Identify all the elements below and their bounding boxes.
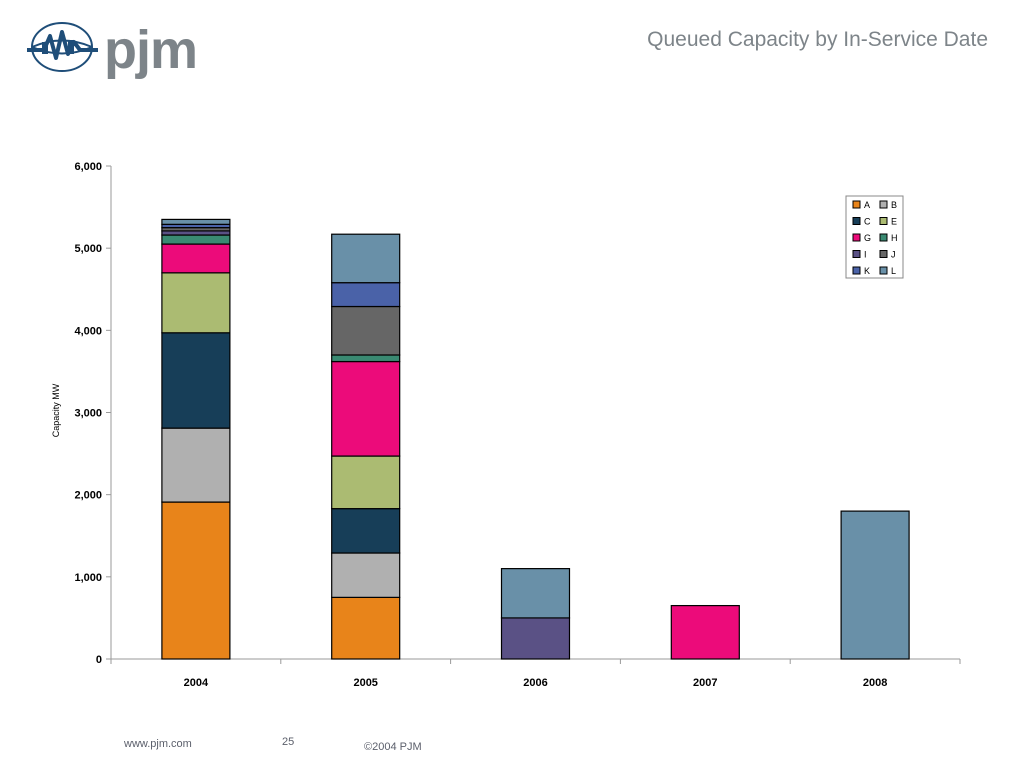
- bar-segment-L-2004: [161, 218, 231, 225]
- x-tick-label: 2006: [523, 677, 547, 689]
- y-tick-label: 4,000: [74, 325, 102, 337]
- y-tick-label: 6,000: [74, 161, 102, 173]
- bar-segment-H-2005: [331, 354, 401, 363]
- bar-segment-L-2005: [331, 233, 401, 284]
- legend-label-B: B: [891, 200, 897, 210]
- bar-segment-I-2006: [500, 617, 571, 660]
- legend-swatch-H: [879, 233, 888, 242]
- legend-swatch-K: [852, 266, 861, 275]
- legend-swatch-E: [879, 217, 888, 225]
- x-tick-label: 2005: [353, 677, 377, 689]
- bar-segment-B-2004: [161, 427, 231, 503]
- x-tick-label: 2004: [184, 677, 209, 689]
- bar-segment-J-2005: [331, 305, 401, 356]
- legend-label-L: L: [891, 266, 896, 276]
- stacked-bar-chart: 0 1,000 2,000 3,000 4,000 5,000 6,000 Capacity …: [51, 161, 961, 689]
- legend-swatch-B: [879, 200, 888, 209]
- legend-swatch-J: [879, 250, 888, 258]
- bar-segment-G-2005: [331, 360, 401, 457]
- chart-bars: [161, 218, 910, 660]
- bar-segment-L-2006: [500, 568, 571, 619]
- legend-label-A: A: [864, 200, 870, 210]
- y-tick-label: 2,000: [74, 490, 102, 502]
- globe-logo-icon: [27, 22, 98, 72]
- bar-segment-A-2004: [161, 501, 231, 660]
- x-tick-label: 2007: [693, 677, 717, 689]
- bar-segment-G-2007: [670, 604, 740, 660]
- legend-swatch-I: [852, 250, 861, 258]
- bar-segment-E-2004: [161, 272, 231, 334]
- footer-copyright: ©2004 PJM: [364, 741, 422, 753]
- pjm-logo: pjm: [22, 14, 198, 80]
- bar-segment-L-2008: [840, 510, 910, 660]
- y-tick-label: 3,000: [74, 408, 102, 420]
- legend-swatch-C: [852, 217, 861, 225]
- legend-swatch-A: [852, 200, 861, 209]
- x-tick-label: 2008: [863, 677, 887, 689]
- footer-website[interactable]: www.pjm.com: [124, 738, 192, 750]
- bar-segment-A-2005: [331, 596, 401, 660]
- legend-label-C: C: [864, 217, 871, 227]
- footer-page-number: 25: [282, 736, 295, 748]
- bar-segment-I-2004: [161, 230, 231, 236]
- legend-label-E: E: [891, 217, 897, 227]
- legend-label-G: G: [864, 233, 871, 243]
- legend-swatch-G: [852, 233, 861, 242]
- bar-segment-B-2005: [331, 552, 401, 598]
- bar-segment-K-2005: [331, 282, 401, 308]
- legend-label-J: J: [891, 250, 896, 260]
- page-title: Queued Capacity by In-Service Date: [647, 28, 988, 51]
- logo-wordmark: pjm: [104, 20, 198, 80]
- bar-segment-C-2004: [161, 332, 231, 429]
- legend-swatch-L: [879, 266, 888, 275]
- chart-legend: A B C E G H I J K L: [845, 195, 904, 279]
- legend-label-I: I: [864, 250, 867, 260]
- y-tick-label: 5,000: [74, 243, 102, 255]
- y-tick-label: 0: [96, 654, 102, 666]
- bar-segment-C-2005: [331, 508, 401, 554]
- bar-segment-H-2004: [161, 234, 231, 245]
- y-axis-label: Capacity MW: [51, 383, 61, 437]
- bar-segment-G-2004: [161, 243, 231, 274]
- bar-segment-E-2005: [331, 455, 401, 510]
- legend-label-H: H: [891, 233, 898, 243]
- legend-label-K: K: [864, 266, 870, 276]
- y-tick-label: 1,000: [74, 572, 102, 584]
